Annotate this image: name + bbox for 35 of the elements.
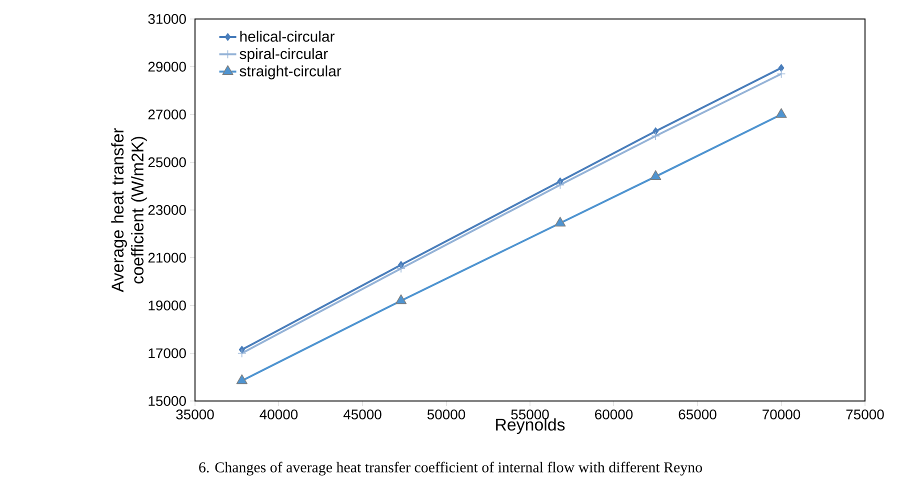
- point: [556, 180, 565, 190]
- y-tick-label: 25000: [148, 157, 186, 168]
- point: [238, 348, 246, 358]
- point: [554, 216, 566, 227]
- x-tick-label: 50000: [427, 410, 466, 420]
- x-tick-label: 65000: [678, 410, 716, 420]
- y-tick-label: 29000: [148, 62, 186, 72]
- x-tick-label: 55000: [511, 410, 549, 420]
- x-tick-label: 75000: [846, 410, 884, 420]
- point: [236, 374, 248, 384]
- y-tick-label: 27000: [148, 110, 186, 120]
- x-tick-label: 70000: [762, 410, 800, 420]
- y-tick-label: 31000: [148, 14, 186, 24]
- point: [651, 132, 660, 140]
- y-axis-title: Average heat transfer coefficient (W/m2K): [111, 128, 147, 292]
- point: [395, 294, 407, 304]
- point: [776, 70, 786, 78]
- y-tick-label: 23000: [148, 205, 186, 215]
- point: [776, 108, 787, 118]
- text: 6. Changes of average heat transfer coefficient of internal flow with different Reyno: [199, 462, 702, 476]
- y-tick-label: 15000: [148, 396, 186, 406]
- y-tick-label: 21000: [148, 252, 186, 263]
- x-tick-label: 35000: [176, 410, 214, 420]
- x-tick-label: 40000: [260, 410, 298, 420]
- y-tick-label: 19000: [148, 300, 186, 310]
- point: [396, 264, 406, 273]
- y-tick-label: 17000: [148, 348, 186, 358]
- legend-label: spiral-circular: [240, 48, 328, 62]
- point: [650, 170, 662, 180]
- legend-label: helical-circular: [240, 30, 334, 42]
- x-axis-title: Reynolds: [496, 418, 565, 434]
- point: [778, 64, 784, 72]
- legend-label: straight-circular: [240, 65, 342, 80]
- x-tick-label: 60000: [595, 410, 633, 420]
- x-tick-label: 45000: [343, 410, 382, 420]
